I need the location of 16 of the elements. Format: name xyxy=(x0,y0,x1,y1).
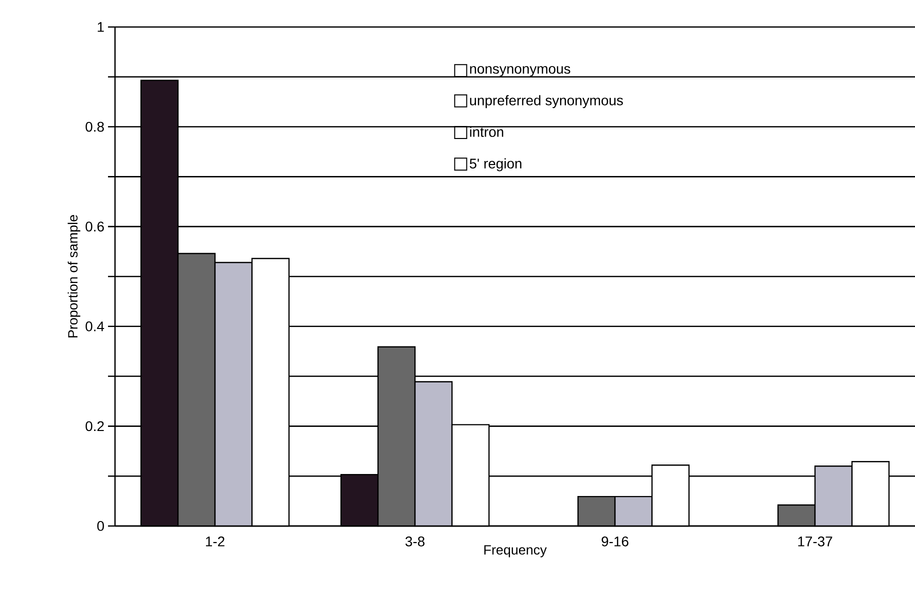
legend-label: 5' region xyxy=(470,158,522,172)
legend-label: nonsynonymous xyxy=(470,66,570,77)
y-tick-label: 0.2 xyxy=(86,421,104,432)
y-tick-label: 0.6 xyxy=(86,222,104,232)
x-tick-label: 17-37 xyxy=(798,536,832,546)
y-tick-label: 0 xyxy=(97,521,104,531)
legend-label: intron xyxy=(470,126,504,137)
x-tick-label: 1-2 xyxy=(206,536,224,546)
y-tick-label: 0.4 xyxy=(86,321,104,332)
legend-label: unpreferred synonymous xyxy=(470,95,623,108)
x-axis-title: Frequency xyxy=(484,545,547,558)
y-tick-label: 0.8 xyxy=(86,122,104,132)
y-axis-title: Proportion of sample xyxy=(68,215,80,338)
x-tick-label: 9-16 xyxy=(602,536,628,546)
y-tick-label: 1 xyxy=(98,22,104,32)
x-tick-label: 3-8 xyxy=(405,536,424,546)
